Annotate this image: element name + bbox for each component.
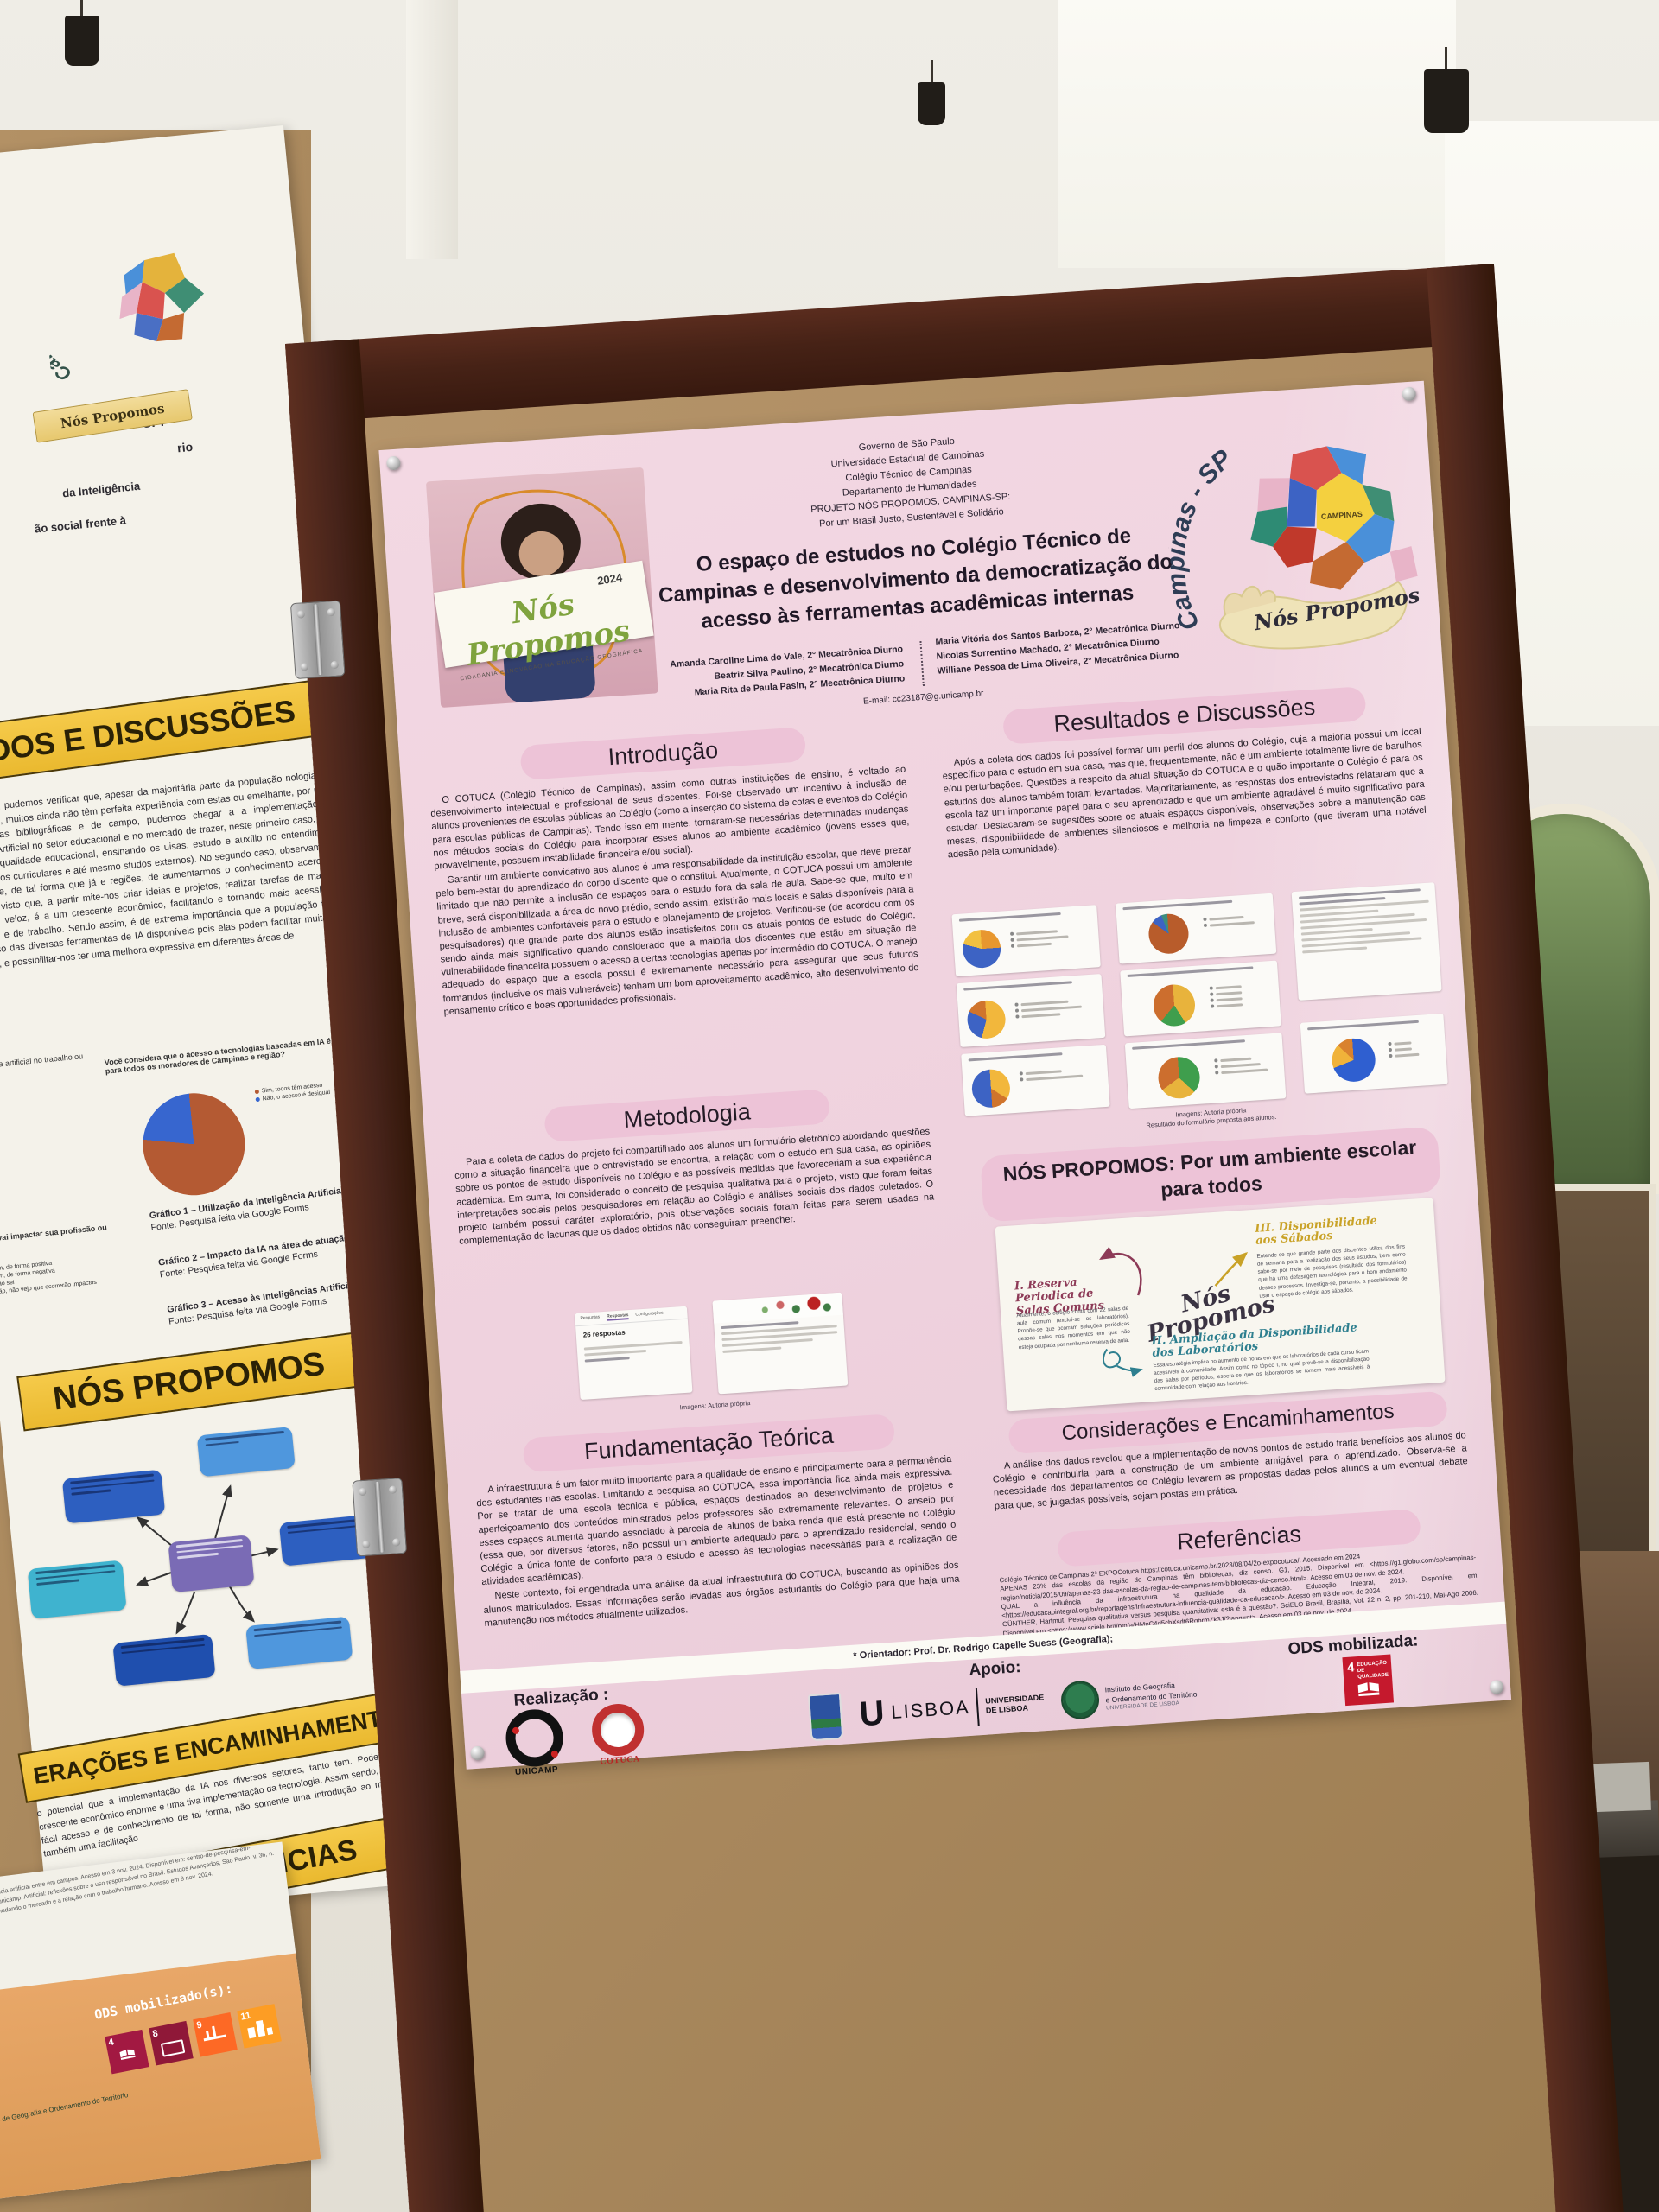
left-poster-bottom: CAMPINAS. Censo de pesquisa em inteligên…	[0, 1841, 321, 2210]
result-card-text	[1291, 882, 1442, 1001]
school-crest	[807, 1692, 844, 1742]
resultados-text: Após a coleta dos dados foi possível for…	[942, 726, 1427, 861]
bright-window	[1058, 0, 1456, 268]
left-pie-question: Você considera que o acesso a tecnologia…	[104, 1034, 352, 1076]
wall-column	[406, 0, 458, 259]
nos-propomos-photo: 2024 Nós Propomos CIDADANIA E INOVAÇÃO N…	[425, 467, 658, 708]
left-flowchart	[27, 1402, 397, 1693]
hinge-bottom	[352, 1477, 408, 1557]
sdg-11-icon: 11	[237, 2004, 282, 2049]
ia-legend-title: (IA) vai impactar sua profissão ou	[0, 1223, 108, 1243]
left-frag-text: nteligência artificial no trabalho ou	[0, 1052, 84, 1072]
igot-logo-left: Instituto de Geografia e Ordenamento do …	[0, 2090, 129, 2128]
realizacao-logos: UNICAMP COTUCA	[504, 1702, 646, 1777]
unicamp-logo: UNICAMP	[504, 1707, 565, 1777]
sdg-9-icon: 9	[193, 2012, 238, 2057]
nos-propomos-card: I. Reserva Periodica de Salas Comuns Atu…	[995, 1198, 1446, 1412]
result-card	[951, 905, 1101, 977]
authors-divider	[919, 640, 925, 686]
left-banner-resultados: TADOS E DISCUSSÕES	[0, 679, 321, 788]
forms-screenshot-form	[712, 1292, 849, 1395]
display-board: 2024 Nós Propomos CIDADANIA E INOVAÇÃO N…	[285, 264, 1625, 2212]
left-pie-chart	[138, 1088, 250, 1200]
left-title-fragment: rio	[176, 439, 194, 455]
result-card	[1124, 1033, 1287, 1109]
institution-header: Governo de São Paulo Universidade Estadu…	[810, 435, 1011, 530]
push-pin	[1402, 386, 1417, 402]
ceiling-lamp	[1424, 47, 1469, 133]
campinas-map-graphic: Campinas - SP CAMPINAS Nós Pro	[1154, 408, 1427, 675]
sdg-4-tile: 4 EDUCAÇÃO DE QUALIDADE	[1342, 1654, 1395, 1707]
result-card	[1120, 960, 1281, 1037]
sdg-8-icon: 8	[149, 2020, 194, 2066]
svg-text:CAMPINAS: CAMPINAS	[1321, 510, 1363, 521]
left-poster: SP: rio da Inteligência ão social frente…	[0, 124, 453, 1926]
cotuca-logo: COTUCA	[590, 1702, 646, 1767]
ceiling-lamp	[918, 60, 945, 125]
ceiling-lamp	[65, 0, 99, 66]
left-title-fragment: da Inteligência	[61, 479, 141, 500]
sdg-4-icon: 4	[105, 2029, 149, 2075]
apoio-label: Apoio:	[968, 1657, 1022, 1680]
proposal-3-body: Entende-se que grande parte dos discente…	[1256, 1243, 1408, 1300]
forms-screenshot-responses: Perguntas Respostas Configurações 26 res…	[575, 1306, 693, 1401]
introducao-text: O COTUCA (Colégio Técnico de Campinas), …	[430, 764, 919, 1018]
campinas-map-graphic-left: Campinas:SP	[36, 252, 205, 391]
push-pin	[385, 455, 401, 471]
result-card	[961, 1044, 1110, 1116]
igot-logo: Instituto de Geografia e Ordenamento do …	[1060, 1674, 1198, 1720]
proposal-1-body: Atualmente, o colégio conta com 22 salas…	[1016, 1305, 1131, 1351]
left-title-fragment: ão social frente à	[34, 513, 127, 536]
research-poster: 2024 Nós Propomos CIDADANIA E INOVAÇÃO N…	[378, 380, 1512, 1777]
ia-legend: Sim, de forma positiva Sim, de forma neg…	[0, 1260, 98, 1296]
results-charts-grid	[951, 882, 1448, 1120]
hinge-top	[289, 600, 346, 680]
result-card	[956, 974, 1106, 1047]
fundamentacao-text: A infraestrutura é um fator muito import…	[476, 1453, 960, 1629]
result-card	[1300, 1013, 1448, 1094]
left-results-text: as realizadas, pudemos verificar que, ap…	[0, 769, 346, 973]
result-card	[1116, 893, 1277, 964]
ulisboa-logo: U LISBOA UNIVERSIDADE DE LISBOA	[858, 1683, 1046, 1733]
metodologia-text: Para a coleta de dados do projeto foi co…	[454, 1126, 935, 1247]
svg-text:Campinas:SP: Campinas:SP	[36, 256, 77, 390]
